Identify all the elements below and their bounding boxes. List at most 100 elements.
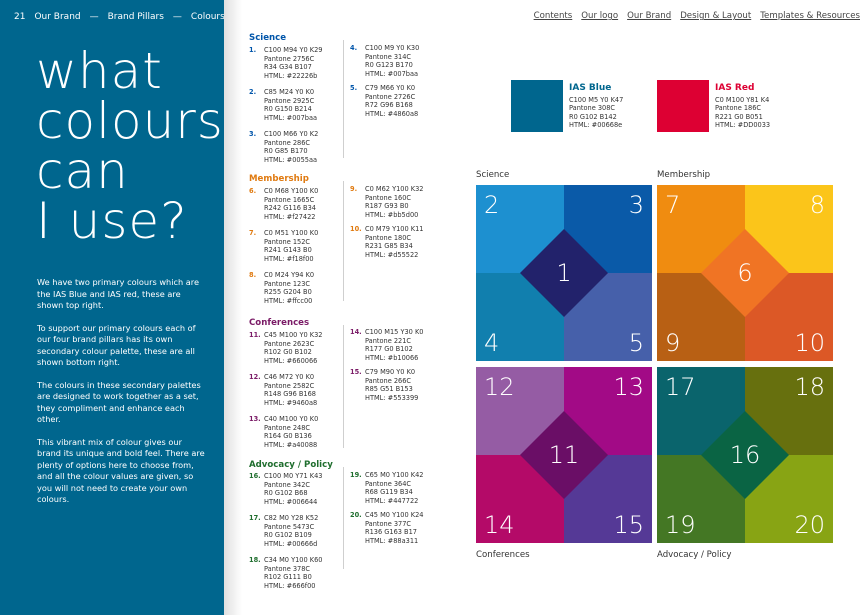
colour-value-cmyk: C0 M62 Y100 K32 [365,185,424,193]
colour-value-rgb: R102 G0 B102 [264,348,312,357]
top-nav: Contents Our logo Our Brand Design & Lay… [534,11,860,21]
colour-spec-entry: 2. C85 M24 Y0 K0 Pantone 2925C R0 G150 B214… [249,88,345,122]
colour-spec-entry: 4. C100 M9 Y0 K30 Pantone 314C R0 G123 B170… [350,44,446,78]
colour-value-pantone: Pantone 221C [365,336,412,345]
colour-value-html: HTML: #660066 [264,356,318,365]
left-panel: 21 Our Brand — Brand Pillars — Colours w… [0,0,225,615]
colour-value-html: HTML: #007baa [365,69,419,78]
colour-value-rgb: R177 G0 B102 [365,345,413,354]
column-divider [343,40,344,158]
nav-link-our-brand[interactable]: Our Brand [627,11,672,21]
colour-number: 17. [249,514,261,522]
colour-spec-entry: 1. C100 M94 Y0 K29 Pantone 2756C R34 G34 B1… [249,46,345,80]
colour-values: C82 M0 Y28 K52 Pantone 5473C R0 G102 B109 H… [264,514,345,548]
colour-spec-entry: 18. C34 M0 Y100 K60 Pantone 378C R102 G111 … [249,556,345,590]
colour-value-html: HTML: #d55522 [365,250,419,259]
colour-value-pantone: Pantone 308C [569,104,616,113]
colour-spec-entry: 19. C65 M0 Y100 K42 Pantone 364C R68 G119 B… [350,471,446,505]
column-divider [343,181,344,301]
colour-values: C45 M0 Y100 K24 Pantone 377C R136 G163 B17… [365,511,446,545]
nav-link-templates-resources[interactable]: Templates & Resources [760,11,860,21]
colour-value-rgb: R102 G111 B0 [264,573,312,582]
colour-value-html: HTML: #22226b [264,71,318,80]
colour-value-pantone: Pantone 2582C [264,381,315,390]
intro-text: We have two primary colours which are th… [37,277,207,517]
swatch-number: 12 [484,373,515,401]
colour-spec-entry: 7. C0 M51 Y100 K0 Pantone 152C R241 G143 B0… [249,229,345,263]
swatch-number: 16 [729,441,761,469]
nav-link-contents[interactable]: Contents [533,11,573,21]
group-title-science: Science [249,33,287,43]
colour-value-cmyk: C0 M100 Y81 K4 [715,95,770,104]
colour-values: C100 M9 Y0 K30 Pantone 314C R0 G123 B170 HT… [365,44,446,78]
colour-value-pantone: Pantone 364C [365,479,412,488]
colour-value-rgb: R148 G96 B168 [264,390,316,399]
colour-value-html: HTML: #0055aa [264,155,318,164]
colour-number: 6. [249,187,257,195]
nav-link-our-logo[interactable]: Our logo [581,11,619,21]
swatch-number: 7 [665,191,681,219]
swatch-number: 3 [628,191,644,219]
colour-values: C46 M72 Y0 K0 Pantone 2582C R148 G96 B168 H… [264,373,345,407]
colour-number: 20. [350,511,362,519]
colour-value-cmyk: C85 M24 Y0 K0 [264,88,315,96]
primary-colour-name: IAS Red [715,83,755,93]
colour-value-html: HTML: #553399 [365,393,419,402]
intro-paragraph: This vibrant mix of colour gives our bra… [37,436,205,505]
colour-values: C100 M0 Y71 K43 Pantone 342C R0 G102 B68 HT… [264,472,345,506]
colour-value-html: HTML: #b10066 [365,353,419,362]
colour-value-html: HTML: #666f00 [264,581,316,590]
colour-values: C79 M66 Y0 K0 Pantone 2726C R72 G96 B168 HT… [365,84,446,118]
colour-value-html: HTML: #447722 [365,496,419,505]
colour-values: C100 M66 Y0 K2 Pantone 286C R0 G85 B170 HTM… [264,130,345,164]
colour-spec-entry: 13. C40 M100 Y0 K0 Pantone 248C R164 G0 B13… [249,415,345,449]
nav-link-design-layout[interactable]: Design & Layout [680,11,752,21]
page-fold-shadow [224,0,242,615]
colour-number: 3. [249,130,257,138]
palette-label: Science [476,170,510,180]
colour-value-cmyk: C45 M100 Y0 K32 [264,331,323,339]
colour-value-rgb: R34 G34 B107 [264,63,312,72]
colour-spec-entry: 15. C79 M90 Y0 K0 Pantone 266C R85 G51 B153… [350,368,446,402]
group-title-advocacy: Advocacy / Policy [249,460,333,470]
palette-mosaic: 12 13 14 15 11 [476,367,652,543]
colour-value-rgb: R231 G85 B34 [365,242,413,251]
primary-colour-values: IAS Red C0 M100 Y81 K4 Pantone 186C R221 G0… [715,80,770,132]
swatch-number: 6 [737,259,753,287]
colour-values: C0 M62 Y100 K32 Pantone 160C R187 G93 B0 HT… [365,185,446,219]
colour-spec-entry: 12. C46 M72 Y0 K0 Pantone 2582C R148 G96 B1… [249,373,345,407]
page-title: what colours can I use? [36,46,224,246]
colour-value-rgb: R0 G102 B142 [569,112,617,121]
colour-value-html: HTML: #a40088 [264,440,318,449]
colour-value-pantone: Pantone 180C [365,233,412,242]
colour-value-rgb: R68 G119 B34 [365,488,413,497]
colour-value-rgb: R0 G85 B170 [264,147,308,156]
colour-value-rgb: R241 G143 B0 [264,246,312,255]
colour-value-rgb: R0 G102 B68 [264,489,308,498]
colour-value-cmyk: C82 M0 Y28 K52 [264,514,319,522]
colour-value-rgb: R0 G102 B109 [264,531,312,540]
colour-value-html: HTML: #006644 [264,497,318,506]
colour-spec-entry: 9. C0 M62 Y100 K32 Pantone 160C R187 G93 B0… [350,185,446,219]
title-line: I use? [36,192,188,250]
primary-colour: IAS Red C0 M100 Y81 K4 Pantone 186C R221 G0… [657,80,770,132]
colour-value-cmyk: C100 M66 Y0 K2 [264,130,319,138]
palette-mosaic: 2 3 4 5 1 [476,185,652,361]
primary-colour-values: IAS Blue C100 M5 Y0 K47 Pantone 308C R0 G10… [569,80,623,132]
colour-values: C0 M79 Y100 K11 Pantone 180C R231 G85 B34 H… [365,225,446,259]
colour-number: 16. [249,472,261,480]
colour-values: C85 M24 Y0 K0 Pantone 2925C R0 G150 B214 HT… [264,88,345,122]
colour-values: C34 M0 Y100 K60 Pantone 378C R102 G111 B0 H… [264,556,345,590]
intro-paragraph: The colours in these secondary palettes … [37,379,201,425]
swatch-number: 8 [809,191,825,219]
colour-value-cmyk: C100 M9 Y0 K30 [365,44,420,52]
colour-swatch [657,80,709,132]
colour-value-pantone: Pantone 2925C [264,96,315,105]
colour-values: C0 M68 Y100 K0 Pantone 1665C R242 G116 B34… [264,187,345,221]
group-title-membership: Membership [249,174,309,184]
swatch-number: 9 [665,329,681,357]
colour-swatch [511,80,563,132]
colour-spec-entry: 17. C82 M0 Y28 K52 Pantone 5473C R0 G102 B1… [249,514,345,548]
colour-number: 8. [249,271,257,279]
colour-value-rgb: R0 G123 B170 [365,61,413,70]
